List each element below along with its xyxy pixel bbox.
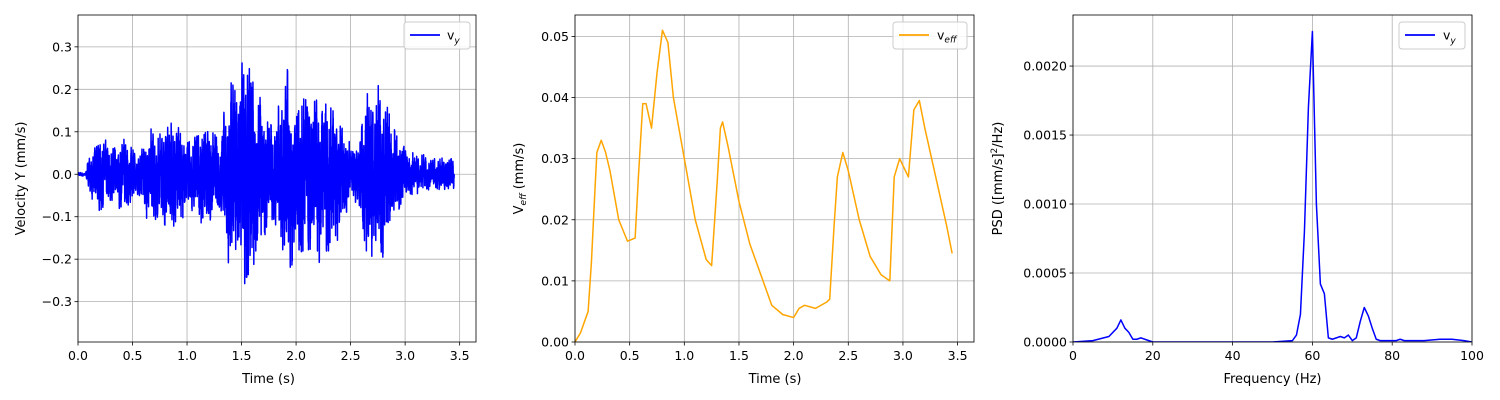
y-tick-label: 0.00: [541, 335, 569, 350]
x-tick-label: 3.5: [948, 348, 968, 363]
x-tick-label: 0.5: [620, 348, 640, 363]
x-tick-label: 3.5: [450, 348, 470, 363]
y-tick-label: 0.1: [52, 124, 72, 139]
x-tick-label: 3.0: [395, 348, 415, 363]
x-tick-label: 0.5: [123, 348, 143, 363]
x-tick-label: 0.0: [565, 348, 585, 363]
y-tick-label: 0.0015: [1023, 128, 1067, 143]
axes-frame: [77, 14, 477, 343]
y-tick-label: 0.02: [541, 212, 569, 227]
y-tick-label: 0.0: [52, 167, 72, 182]
axes-frame: [574, 14, 975, 343]
y-axis-label: PSD ([mm/s]2/Hz): [990, 122, 1006, 236]
x-tick-label: 2.0: [784, 348, 804, 363]
x-tick-label: 1.5: [232, 348, 252, 363]
x-axis-label: Frequency (Hz): [1223, 372, 1321, 387]
y-tick-label: 0.0020: [1023, 59, 1067, 74]
x-tick-label: 1.0: [674, 348, 694, 363]
series-line: [1073, 30, 1472, 342]
y-tick-label: 0.03: [541, 151, 569, 166]
y-tick-label: 0.04: [541, 90, 569, 105]
x-tick-label: 1.0: [177, 348, 197, 363]
y-tick-label: 0.0010: [1023, 197, 1067, 212]
legend: vy: [1398, 21, 1466, 50]
x-tick-label: 2.5: [341, 348, 361, 363]
y-tick-label: 0.0000: [1023, 335, 1067, 350]
y-tick-label: −0.1: [42, 209, 72, 224]
x-axis-label: Time (s): [748, 372, 802, 387]
legend: vy: [403, 21, 471, 50]
y-tick-label: −0.3: [42, 294, 72, 309]
x-tick-label: 0: [1069, 348, 1077, 363]
effective-velocity-panel: Time (s) Veff (mm/s) 0.0 0.5 1.0 1.5 2.0 2.5 3…: [512, 14, 975, 387]
y-axis-label: Velocity Y (mm/s): [14, 122, 29, 236]
x-tick-label: 40: [1225, 348, 1241, 363]
x-tick-label: 1.5: [729, 348, 749, 363]
series-line: [78, 62, 455, 285]
x-tick-label: 80: [1384, 348, 1400, 363]
x-tick-label: 3.0: [893, 348, 913, 363]
legend-box: [892, 21, 968, 50]
series-line: [575, 29, 953, 342]
legend: veff: [892, 21, 968, 50]
x-tick-label: 0.0: [68, 348, 88, 363]
psd-panel: Frequency (Hz) PSD ([mm/s]2/Hz) 0 20 40 60 8…: [990, 14, 1484, 387]
y-tick-label: −0.2: [42, 252, 72, 267]
velocity-panel: Time (s) Velocity Y (mm/s) 0.0 0.5 1.0 1.5 2…: [14, 14, 477, 387]
y-tick-label: 0.05: [541, 29, 569, 44]
axes-frame: [1072, 14, 1473, 343]
x-tick-label: 2.0: [286, 348, 306, 363]
y-tick-label: 0.2: [52, 82, 72, 97]
x-tick-label: 100: [1460, 348, 1484, 363]
y-tick-label: 0.0005: [1023, 266, 1067, 281]
x-tick-label: 20: [1145, 348, 1161, 363]
y-tick-label: 0.3: [52, 39, 72, 54]
y-tick-label: 0.01: [541, 273, 569, 288]
x-tick-label: 2.5: [838, 348, 858, 363]
x-tick-label: 60: [1304, 348, 1320, 363]
x-axis-label: Time (s): [241, 372, 295, 387]
